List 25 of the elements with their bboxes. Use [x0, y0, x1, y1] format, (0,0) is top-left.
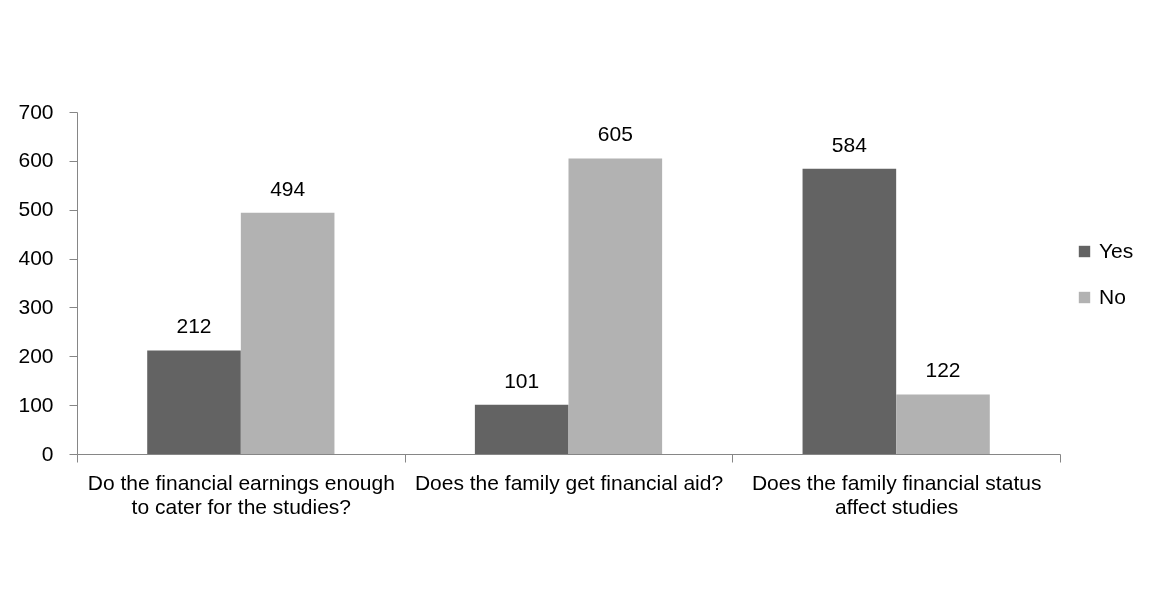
- y-tick-label: 0: [41, 441, 54, 465]
- data-label: 122: [925, 358, 961, 382]
- legend-label: No: [1099, 284, 1126, 308]
- y-tick-label: 200: [18, 343, 54, 367]
- bar: [474, 404, 569, 454]
- bar: [240, 212, 335, 454]
- x-tick-label: Do the financial earnings enough to cater for the studies?: [87, 470, 395, 518]
- bar: [802, 168, 897, 454]
- data-label: 101: [504, 368, 540, 392]
- legend-label: Yes: [1099, 238, 1134, 262]
- data-label: 212: [176, 314, 212, 338]
- data-label: 584: [831, 132, 868, 156]
- y-tick-label: 300: [18, 294, 54, 318]
- bar: [147, 350, 241, 454]
- bar: [896, 394, 990, 454]
- y-tick-label: 600: [18, 148, 54, 172]
- y-tick-label: 500: [18, 197, 54, 221]
- y-tick-label: 400: [18, 246, 54, 270]
- data-label: 605: [597, 122, 633, 146]
- bar: [568, 158, 663, 454]
- data-label: 494: [270, 176, 306, 200]
- x-tick-label: Does the family financial status affect studies: [751, 470, 1042, 518]
- y-tick-label: 700: [18, 99, 54, 123]
- x-tick-label: Does the family get financial aid?: [414, 470, 724, 494]
- y-tick-label: 100: [18, 392, 54, 416]
